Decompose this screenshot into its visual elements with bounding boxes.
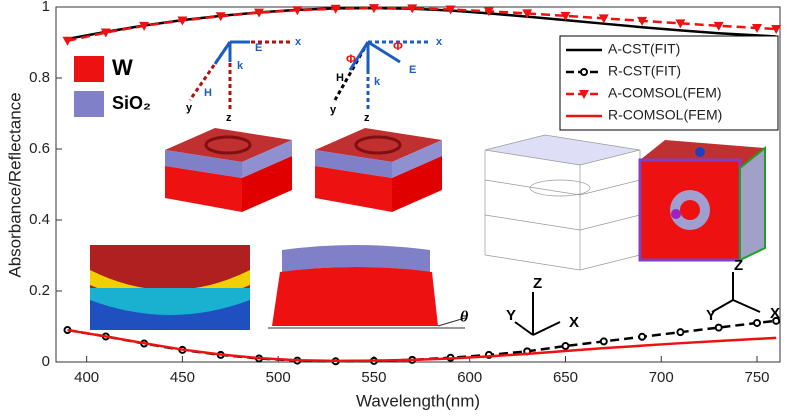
legend-label: A-COMSOL(FEM) [608, 85, 722, 101]
y-tick-label: 0.4 [29, 211, 50, 228]
x-tick-label: 700 [649, 369, 674, 386]
unit-cell-2 [315, 128, 442, 212]
w-swatch [74, 56, 104, 82]
legend-label: A-CST(FIT) [608, 41, 680, 57]
annotation: θ [460, 309, 469, 326]
cube [638, 140, 766, 262]
sio2-swatch [74, 91, 104, 117]
annotation: Z [533, 275, 542, 292]
marker [62, 36, 73, 46]
annotation: X [770, 305, 780, 322]
marker [714, 323, 723, 332]
x-axis-label: Wavelength(nm) [356, 391, 480, 410]
series-line [67, 328, 777, 363]
annotation: SiO₂ [112, 93, 151, 113]
x-tick-label: 750 [745, 369, 770, 386]
marker [676, 328, 685, 337]
annotation: Y [506, 307, 516, 324]
marker [368, 4, 379, 14]
legend: A-CST(FIT) R-CST(FIT) A-COMSOL(FEM) R-COMSO… [559, 35, 779, 131]
legend-label: R-CST(FIT) [608, 63, 681, 79]
annotation: H [204, 87, 212, 99]
marker [561, 342, 570, 351]
marker [637, 16, 648, 26]
annotation: E [409, 64, 416, 76]
x-tick-label: 500 [266, 369, 291, 386]
marker [638, 332, 647, 341]
annotation: z [364, 112, 370, 124]
marker [713, 21, 724, 31]
marker [560, 11, 571, 21]
y-tick-label: 0.6 [29, 140, 50, 157]
x-tick-label: 650 [553, 369, 578, 386]
field-map [90, 245, 250, 330]
marker [752, 23, 763, 33]
marker [753, 318, 762, 327]
annotation: k [237, 60, 244, 72]
series-line [67, 6, 777, 42]
x-tick-label: 600 [457, 369, 482, 386]
marker [215, 12, 226, 22]
marker [445, 5, 456, 15]
marker [100, 28, 111, 38]
marker [598, 14, 609, 24]
marker [522, 9, 533, 19]
unit-cell-1 [165, 128, 292, 212]
annotation: X [569, 314, 579, 331]
annotation: k [374, 76, 381, 88]
marker [254, 8, 265, 18]
marker [580, 68, 588, 76]
annotation: E [255, 42, 262, 54]
marker [599, 337, 608, 346]
x-tick-label: 550 [361, 369, 386, 386]
legend-box [559, 35, 779, 131]
y-tick-label: 0 [42, 353, 50, 370]
marker [483, 7, 494, 17]
y-axis-label: Absorbance/Reflectance [5, 92, 24, 277]
annotation: y [186, 102, 193, 114]
annotation: Y [706, 307, 716, 324]
marker [292, 6, 303, 16]
insets [74, 40, 766, 336]
marker [330, 4, 341, 14]
marker [771, 25, 782, 35]
annotation: Φ [346, 52, 356, 66]
marker [772, 316, 781, 325]
annotation: x [436, 36, 443, 48]
triads [188, 40, 430, 110]
x-tick-label: 400 [74, 369, 99, 386]
xyz-axes [514, 272, 761, 336]
annotation: x [295, 36, 302, 48]
y-tick-label: 1 [42, 0, 50, 15]
y-tick-label: 0.2 [29, 282, 50, 299]
marker [177, 16, 188, 26]
annotation: W [112, 55, 133, 80]
annotation: z [226, 112, 232, 124]
x-tick-label: 450 [170, 369, 195, 386]
y-tick-label: 0.8 [29, 69, 50, 86]
annotation: y [330, 104, 337, 116]
marker [139, 21, 150, 31]
marker [407, 4, 418, 14]
annotation: Z [734, 257, 743, 274]
marker [579, 90, 589, 99]
bent-block [268, 245, 466, 329]
annotation: H [336, 72, 344, 84]
legend-label: R-COMSOL(FEM) [608, 107, 722, 123]
annotation: Φ [393, 39, 403, 53]
marker [675, 19, 686, 29]
